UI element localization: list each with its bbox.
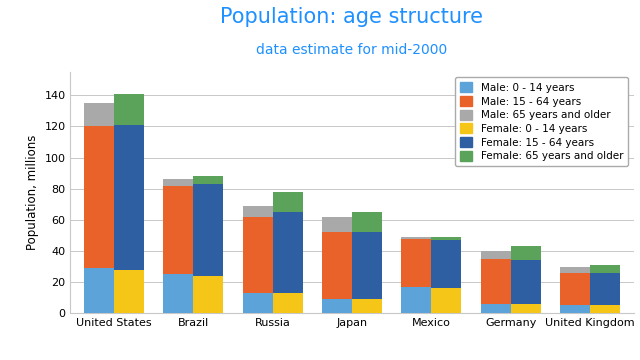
Bar — [163, 186, 193, 274]
Text: data estimate for mid-2000: data estimate for mid-2000 — [257, 43, 447, 57]
Bar — [273, 293, 303, 313]
Bar — [243, 217, 273, 293]
Bar — [84, 268, 114, 313]
Bar — [560, 266, 590, 273]
Bar — [114, 270, 144, 313]
Bar — [273, 212, 303, 293]
Bar — [401, 237, 431, 239]
Bar — [511, 304, 541, 313]
Bar — [590, 273, 620, 305]
Bar — [243, 206, 273, 217]
Bar — [84, 126, 114, 268]
Bar — [322, 232, 352, 299]
Bar — [322, 299, 352, 313]
Bar — [193, 184, 223, 276]
Bar — [590, 305, 620, 313]
Bar — [590, 265, 620, 273]
Bar — [114, 125, 144, 270]
Y-axis label: Population, millions: Population, millions — [26, 135, 39, 250]
Bar — [84, 103, 114, 126]
Bar — [431, 237, 461, 240]
Bar — [352, 232, 382, 299]
Bar — [431, 288, 461, 313]
Bar — [560, 305, 590, 313]
Bar — [431, 240, 461, 288]
Bar — [352, 299, 382, 313]
Bar — [114, 94, 144, 125]
Bar — [401, 239, 431, 287]
Bar — [273, 192, 303, 212]
Bar — [560, 273, 590, 305]
Bar — [352, 212, 382, 232]
Bar — [481, 251, 511, 259]
Text: Population: age structure: Population: age structure — [221, 7, 483, 27]
Bar — [243, 293, 273, 313]
Bar — [193, 276, 223, 313]
Bar — [163, 179, 193, 186]
Bar — [511, 260, 541, 304]
Bar — [481, 259, 511, 304]
Bar — [401, 287, 431, 313]
Bar — [511, 246, 541, 260]
Bar — [322, 217, 352, 232]
Bar — [193, 176, 223, 184]
Bar — [163, 274, 193, 313]
Bar — [481, 304, 511, 313]
Legend: Male: 0 - 14 years, Male: 15 - 64 years, Male: 65 years and older, Female: 0 - 1: Male: 0 - 14 years, Male: 15 - 64 years,… — [454, 77, 628, 166]
